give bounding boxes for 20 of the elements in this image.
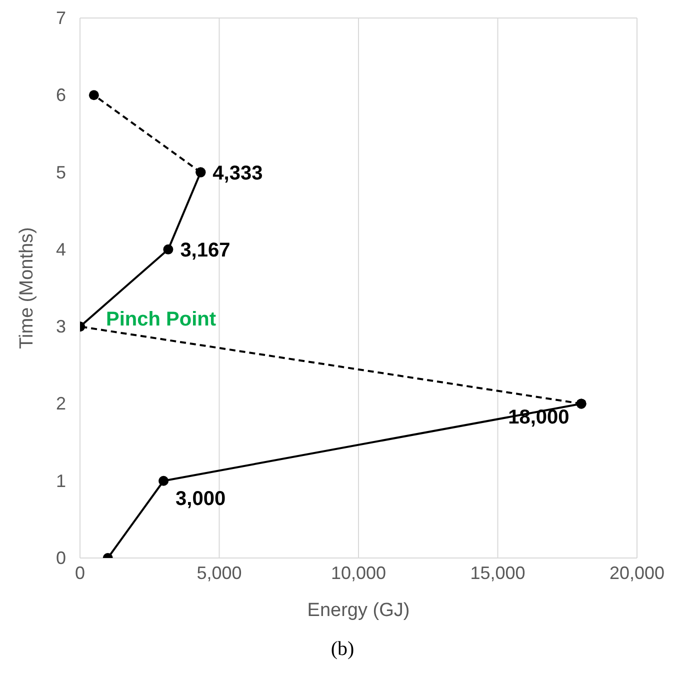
annotation: Pinch Point [106, 308, 216, 331]
y-tick-label: 3 [56, 316, 66, 337]
y-tick-label: 7 [56, 8, 66, 28]
y-tick-label: 1 [56, 470, 66, 491]
y-axis-title: Time (Months) [16, 227, 38, 349]
x-axis-title: Energy (GJ) [307, 600, 410, 621]
x-tick-label: 15,000 [470, 562, 526, 583]
text: (b) [330, 638, 356, 661]
y-tick-label: 0 [56, 548, 66, 568]
x-tick-label: 5,000 [196, 562, 242, 583]
y-tick-label: 6 [56, 85, 66, 106]
annotation: 3,000 [176, 488, 226, 510]
annotation: 3,167 [180, 239, 230, 262]
y-tick-label: 2 [56, 394, 66, 414]
annotation: 4,333 [212, 162, 263, 184]
x-tick-label: 20,000 [609, 562, 665, 583]
y-tick-label: 5 [56, 162, 66, 182]
y-tick-label: 4 [56, 239, 66, 260]
x-tick-label: 0 [74, 562, 86, 583]
x-tick-label: 10,000 [330, 562, 386, 583]
